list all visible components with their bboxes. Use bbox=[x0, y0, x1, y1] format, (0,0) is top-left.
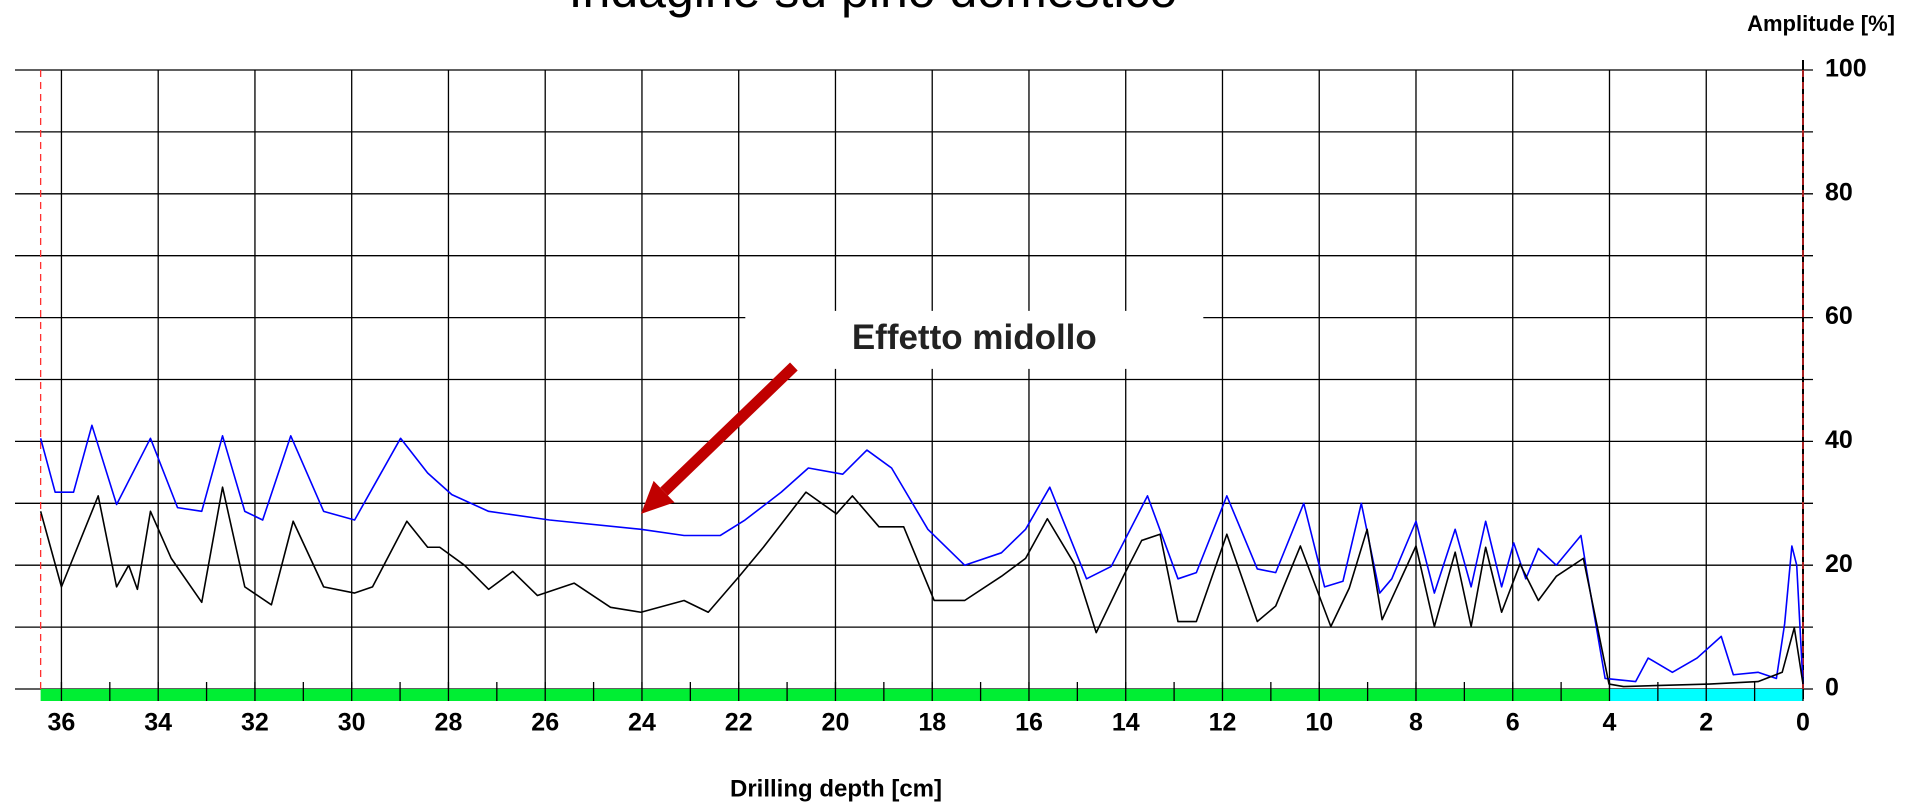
x-tick-label: 20 bbox=[822, 709, 850, 737]
x-tick-label: 22 bbox=[725, 709, 753, 737]
depth-bar bbox=[40, 689, 1610, 701]
arrow-head bbox=[640, 480, 675, 514]
x-tick-label: 10 bbox=[1305, 709, 1333, 737]
x-tick-label: 6 bbox=[1506, 709, 1520, 737]
x-tick-label: 26 bbox=[531, 709, 559, 737]
y-tick-label: 40 bbox=[1825, 426, 1853, 454]
x-tick-label: 2 bbox=[1699, 709, 1713, 737]
chart-title: Indagine su pino domestico bbox=[569, 0, 1178, 18]
x-tick-label: 14 bbox=[1112, 709, 1140, 737]
x-tick-label: 8 bbox=[1409, 709, 1423, 737]
y-axis-label: Amplitude [%] bbox=[1747, 11, 1895, 36]
x-tick-label: 16 bbox=[1015, 709, 1043, 737]
x-tick-label: 34 bbox=[144, 709, 172, 737]
y-tick-label: 80 bbox=[1825, 178, 1853, 206]
y-tick-label: 20 bbox=[1825, 550, 1853, 578]
annotation-box bbox=[745, 310, 1204, 369]
x-tick-label: 30 bbox=[338, 709, 366, 737]
x-axis-label: Drilling depth [cm] bbox=[730, 775, 942, 802]
x-tick-label: 4 bbox=[1603, 709, 1617, 737]
x-tick-label: 12 bbox=[1209, 709, 1237, 737]
y-tick-label: 60 bbox=[1825, 302, 1853, 330]
line-series bbox=[39, 486, 1804, 688]
x-tick-label: 32 bbox=[241, 709, 269, 737]
y-tick-label: 0 bbox=[1825, 674, 1839, 702]
x-tick-label: 18 bbox=[918, 709, 946, 737]
annotation-arrow bbox=[660, 362, 798, 496]
x-tick-label: 0 bbox=[1796, 709, 1810, 737]
x-tick-label: 24 bbox=[628, 709, 656, 737]
x-tick-label: 36 bbox=[48, 709, 76, 737]
y-tick-label: 100 bbox=[1825, 55, 1867, 83]
annotation-text: Effetto midollo bbox=[852, 318, 1097, 357]
x-tick-label: 28 bbox=[435, 709, 463, 737]
line-series bbox=[39, 424, 1804, 685]
